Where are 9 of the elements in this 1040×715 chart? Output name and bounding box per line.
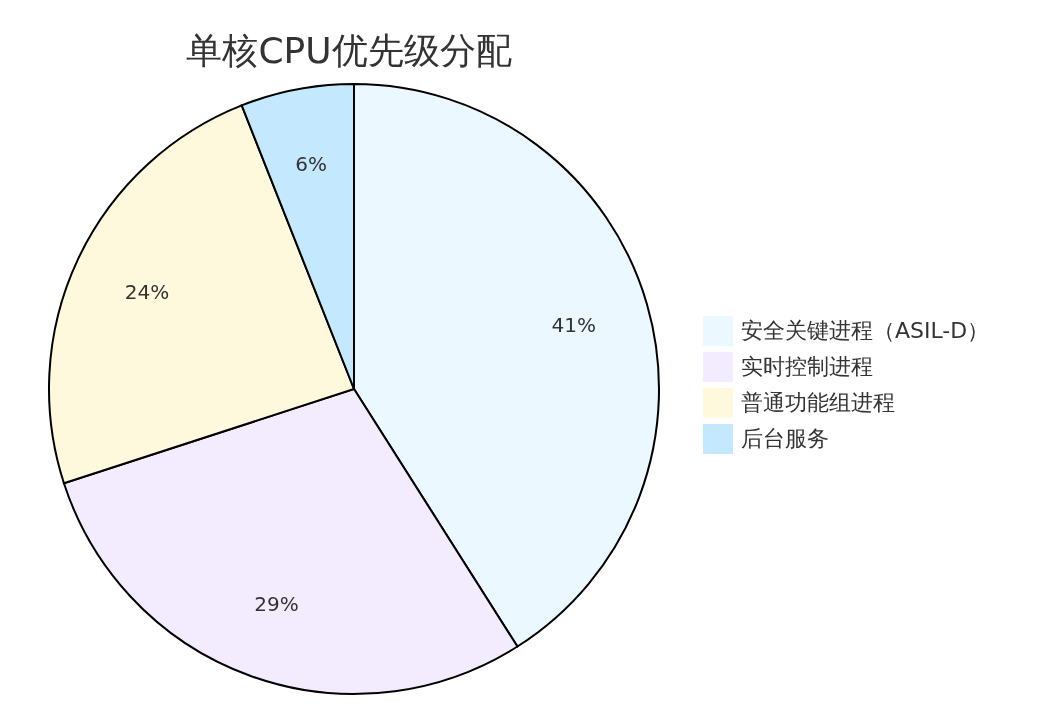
chart-title: 单核CPU优先级分配 [186, 29, 512, 71]
data-label: 24% [124, 279, 170, 304]
legend-label: 后台服务 [741, 425, 829, 453]
legend-label: 实时控制进程 [741, 353, 873, 381]
legend-label: 普通功能组进程 [741, 389, 895, 417]
data-label: 41% [551, 313, 596, 338]
legend-label: 安全关键进程（ASIL-D） [741, 317, 990, 345]
data-label: 29% [254, 592, 299, 617]
data-label: 6% [295, 152, 327, 177]
